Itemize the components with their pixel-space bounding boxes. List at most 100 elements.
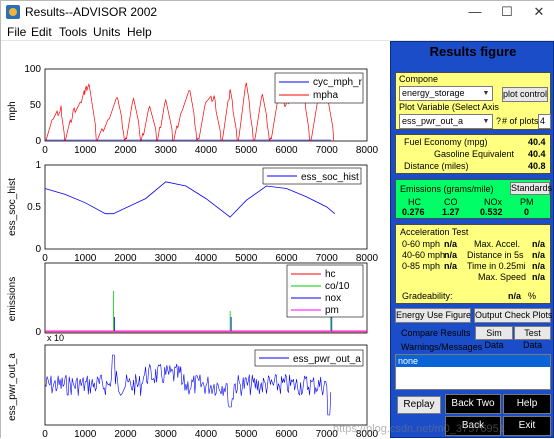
x-tick-label: 4000 — [195, 429, 218, 439]
menu-help[interactable]: Help — [127, 25, 152, 39]
accel-row-value2: n/a — [532, 261, 546, 271]
chart2-ylabel: ess_soc_hist — [7, 178, 18, 236]
x-tick-label: 4000 — [195, 145, 218, 156]
x-tick-label: 7000 — [316, 145, 339, 156]
chart-emissions: emissions 0 hc co/10 nox pm — [7, 262, 368, 338]
legend-entry: ess_pwr_out_a — [293, 354, 361, 365]
exit-button[interactable]: Exit — [503, 416, 551, 436]
back-button[interactable]: Back — [445, 416, 501, 436]
chart4-legend — [254, 349, 364, 367]
gradeability-unit: % — [528, 291, 537, 301]
x-tick-label: 7000 — [316, 429, 339, 439]
menu-units[interactable]: Units — [93, 25, 121, 39]
chart-ess-pwr: x 10 ess_pwr_out_a ess_pwr_out_a 0 1000 20… — [7, 333, 379, 439]
accel-row-value2: n/a — [532, 272, 546, 282]
panel-title: Results figure — [429, 44, 517, 59]
menu-bar: File Edit Tools Units Help — [1, 23, 554, 41]
emissions-box: Emissions (grams/mile) Standards HC CO N… — [395, 179, 553, 219]
standards-button[interactable]: Standards — [510, 182, 553, 195]
chart3-ylabel: emissions — [7, 277, 18, 321]
accel-row-label2: Distance in 5s — [467, 250, 524, 260]
x-tick-label: 4000 — [195, 253, 218, 264]
plots-svg: mph 100 50 0 0 1000 2000 3000 4000 5000 6000 70… — [7, 64, 379, 439]
acceleration-box: Acceleration Test 0-60 mph n/a Max. Acce… — [395, 224, 551, 304]
accel-row-label2: Max. Speed — [478, 272, 527, 282]
replay-button[interactable]: Replay — [397, 396, 441, 414]
num-plots-select[interactable]: 4 — [538, 114, 551, 129]
emissions-val-co: 1.27 — [442, 207, 460, 217]
chart2-legend — [262, 167, 362, 185]
x-tick-label: 8000 — [356, 145, 379, 156]
x-tick-label: 7000 — [316, 253, 339, 264]
chart1-ytick: 100 — [24, 64, 41, 75]
accel-row-label: 40-60 mph — [402, 250, 446, 260]
gradeability-value: n/a — [508, 291, 522, 301]
component-select[interactable]: energy_storage ▼ — [399, 86, 493, 101]
chart1-ytick: 50 — [30, 100, 42, 111]
sim-data-button[interactable]: Sim Data — [475, 326, 513, 350]
emissions-col-nox: NOx — [484, 197, 502, 207]
emissions-col-pm: PM — [520, 197, 534, 207]
plot-selection-box: Compone energy_storage ▼ plot control Pl… — [395, 72, 551, 130]
distance-label: Distance (miles) — [404, 161, 469, 171]
num-plots-label: # of plots — [502, 116, 539, 126]
fuel-economy-box: Fuel Economy (mpg) 40.4 Gasoline Equival… — [395, 134, 551, 174]
close-button[interactable]: ✕ — [533, 4, 545, 19]
minimize-button[interactable]: — — [468, 4, 482, 19]
x-tick-label: 6000 — [275, 429, 298, 439]
fuel-economy-label: Fuel Economy (mpg) — [404, 137, 488, 147]
warnings-listbox[interactable]: none — [395, 354, 551, 390]
fuel-economy-value: 40.4 — [528, 137, 546, 147]
help-question-mark[interactable]: ? — [496, 116, 502, 126]
chart2-ytick: 0.5 — [27, 202, 41, 213]
gasoline-equivalent-value: 40.4 — [528, 149, 546, 159]
plot-variable-value: ess_pwr_out_a — [402, 116, 464, 126]
x-tick-label: 5000 — [235, 429, 258, 439]
chart3-exponent: x 10 — [47, 333, 64, 343]
emissions-col-hc: HC — [408, 197, 421, 207]
help-button[interactable]: Help — [503, 394, 551, 414]
title-bar: Results--ADVISOR 2002 — ☐ ✕ — [1, 1, 554, 23]
legend-entry: co/10 — [325, 281, 350, 292]
menu-edit[interactable]: Edit — [31, 25, 52, 39]
gradeability-label: Gradeability: — [402, 291, 453, 301]
energy-use-figure-button[interactable]: Energy Use Figure — [395, 308, 471, 323]
x-tick-label: 8000 — [356, 253, 379, 264]
x-tick-label: 2000 — [114, 429, 137, 439]
emissions-label: Emissions (grams/mile) — [400, 184, 494, 194]
x-tick-label: 0 — [42, 429, 48, 439]
legend-entry: hc — [325, 269, 336, 280]
legend-entry: ess_soc_hist — [301, 172, 359, 183]
distance-value: 40.8 — [528, 161, 546, 171]
x-tick-label: 3000 — [155, 253, 178, 264]
results-panel: Results figure Compone energy_storage ▼ … — [390, 41, 554, 438]
accel-row-value2: n/a — [532, 239, 546, 249]
warnings-item[interactable]: none — [396, 355, 550, 367]
legend-entry: pm — [325, 305, 339, 316]
num-plots-value: 4 — [540, 116, 546, 126]
emissions-val-hc: 0.276 — [402, 207, 425, 217]
menu-file[interactable]: File — [7, 25, 27, 39]
accel-row-label2: Max. Accel. — [474, 239, 521, 249]
output-check-plots-button[interactable]: Output Check Plots — [474, 308, 553, 323]
chart4-xticks: 0 1000 2000 3000 4000 5000 6000 7000 8000 — [42, 429, 378, 439]
chart1-ylabel: mph — [7, 101, 18, 120]
x-tick-label: 0 — [42, 253, 48, 264]
chart1-legend — [274, 72, 364, 104]
plot-variable-select[interactable]: ess_pwr_out_a ▼ — [399, 114, 493, 129]
plot-control-button[interactable]: plot control — [502, 87, 548, 102]
test-data-button[interactable]: Test Data — [514, 326, 551, 350]
watermark-text: https://blog.csdn.net/m0_37576951 — [333, 423, 505, 435]
mpha-series-line — [44, 80, 335, 143]
ess-pwr-out-series-line — [44, 354, 332, 416]
accel-row-label: 0-85 mph — [402, 261, 441, 271]
back-two-button[interactable]: Back Two — [445, 394, 501, 414]
compare-results-label: Compare Results — [401, 328, 471, 338]
x-tick-label: 5000 — [235, 253, 258, 264]
emissions-val-nox: 0.532 — [480, 207, 503, 217]
warnings-label: Warnings/Messages — [401, 342, 483, 352]
component-label: Compone — [399, 74, 439, 84]
menu-tools[interactable]: Tools — [59, 25, 88, 39]
maximize-button[interactable]: ☐ — [501, 4, 513, 19]
